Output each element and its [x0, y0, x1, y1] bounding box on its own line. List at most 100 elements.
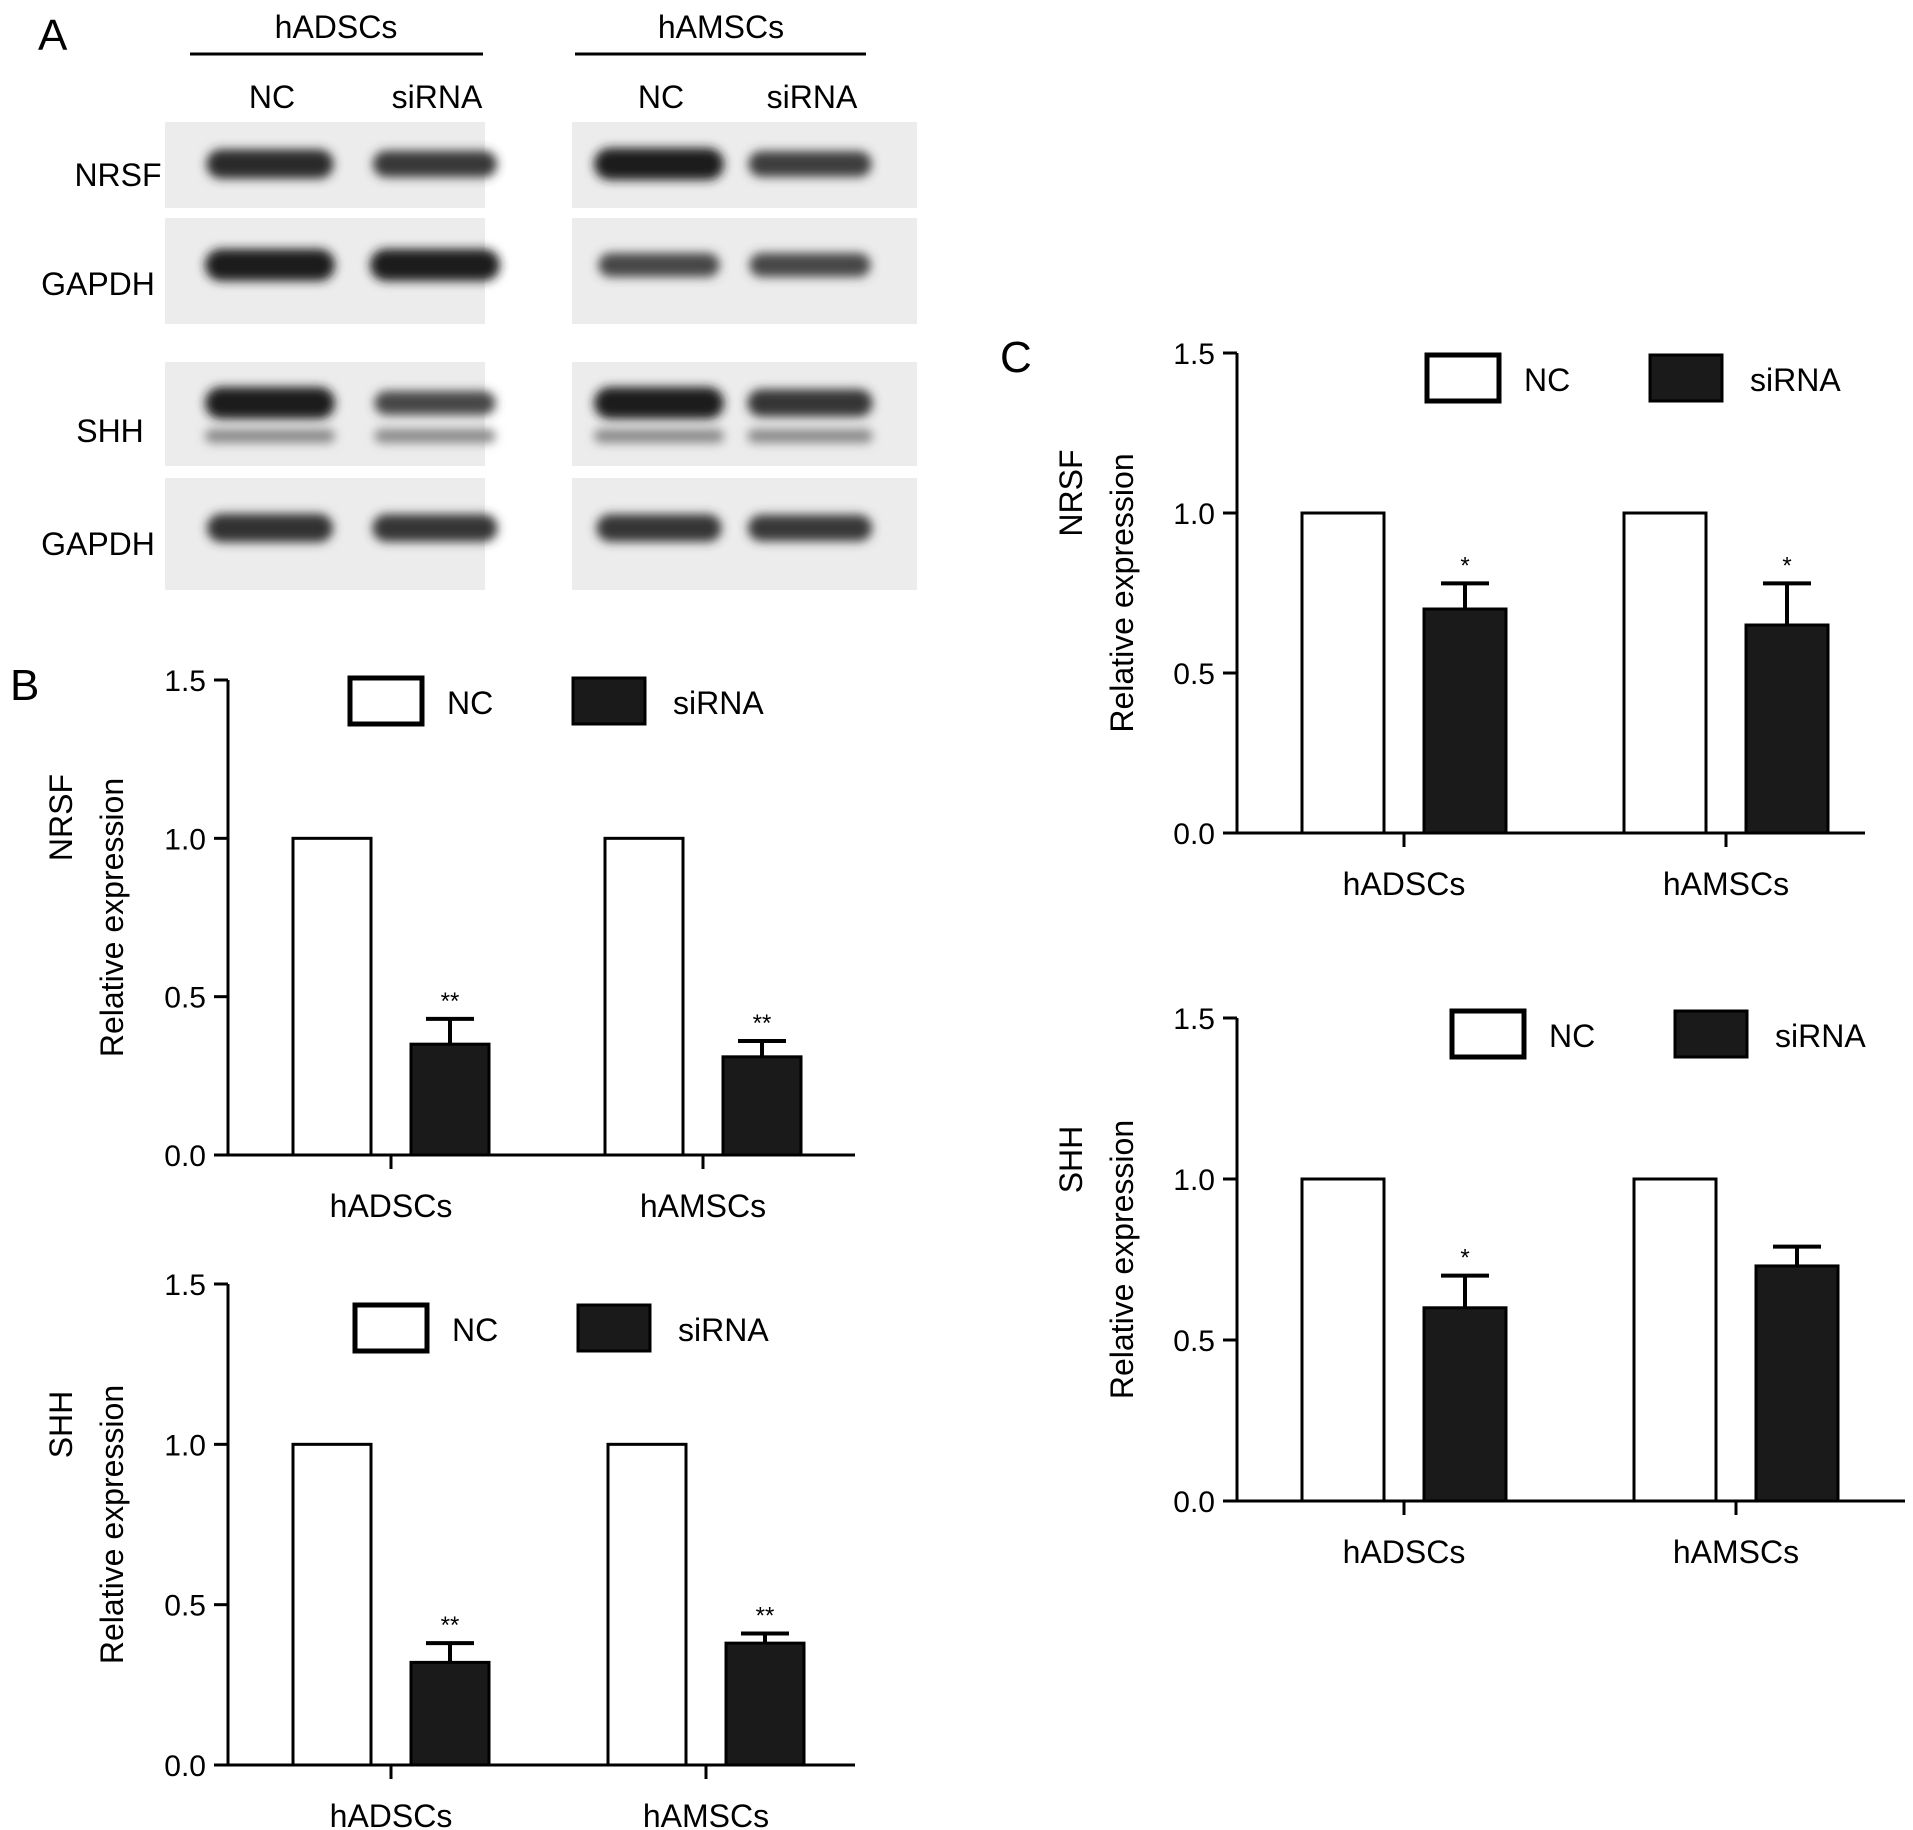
legend-label-nc: NC — [452, 1312, 498, 1348]
blot-band — [596, 514, 722, 542]
x-tick-label: hAMSCs — [1673, 1534, 1799, 1570]
y-tick-label: 1.0 — [1173, 498, 1215, 531]
blot-lane-label: siRNA — [767, 79, 858, 115]
significance-mark: ** — [441, 988, 460, 1015]
blot-row-label: GAPDH — [41, 266, 155, 302]
bar-sirna — [1422, 1306, 1508, 1503]
legend-swatch-nc — [1449, 1008, 1527, 1060]
x-tick-label: hADSCs — [1343, 1534, 1466, 1570]
legend-label-nc: NC — [1524, 362, 1570, 398]
blot-band — [749, 253, 871, 277]
chart-row-label: NRSF — [43, 774, 79, 861]
significance-mark: * — [1460, 1245, 1469, 1272]
significance-mark: * — [1460, 552, 1469, 579]
blot-lane-label: NC — [249, 79, 295, 115]
legend-swatch-sirna — [571, 676, 647, 726]
x-tick-label: hAMSCs — [640, 1188, 766, 1224]
blot-band — [205, 387, 335, 419]
y-tick-label: 0.5 — [164, 982, 206, 1015]
y-tick-label: 0.0 — [164, 1140, 206, 1173]
blot-band — [372, 514, 498, 542]
blot-lane-label: siRNA — [392, 79, 483, 115]
bar-chart-panels: B 0.0 0.5 1.0 1.5 Relative expression NRSF hADS… — [10, 333, 1905, 1830]
y-tick-label: 1.0 — [164, 1429, 206, 1462]
y-tick-label: 1.0 — [1173, 1164, 1215, 1197]
y-axis-label: Relative expression — [94, 778, 130, 1057]
blot-band — [205, 429, 335, 443]
y-tick-label: 0.5 — [1173, 1325, 1215, 1358]
chart-row-label: SHH — [1053, 1126, 1089, 1194]
blot-band — [206, 149, 334, 179]
blot-group-title: hADSCs — [275, 9, 398, 45]
y-tick-label: 1.5 — [1173, 338, 1215, 371]
blot-group-title: hAMSCs — [658, 9, 784, 45]
blot-band — [598, 253, 720, 277]
panel-label: B — [10, 661, 39, 710]
chart-4: 0.0 0.5 1.0 1.5 Relative expression SHH hADSCs… — [1053, 1003, 1905, 1570]
chart-row-label: NRSF — [1053, 449, 1089, 536]
significance-mark: ** — [756, 1603, 775, 1630]
blot-band — [747, 429, 873, 443]
bar-sirna — [721, 1055, 803, 1157]
bar-nc — [291, 1442, 373, 1767]
bar-nc — [1632, 1177, 1718, 1503]
blot-band — [594, 429, 724, 443]
chart-2: 0.0 0.5 1.0 1.5 Relative expression SHH hADSCs… — [43, 1269, 855, 1830]
legend-label-sirna: siRNA — [1750, 362, 1841, 398]
bar-nc — [1300, 1177, 1386, 1503]
significance-mark: ** — [753, 1010, 772, 1037]
blot-lane-label: NC — [638, 79, 684, 115]
blot-band — [370, 249, 500, 281]
blot-band — [374, 391, 496, 415]
blot-band — [594, 387, 724, 419]
blot-band — [205, 249, 335, 281]
y-tick-label: 1.0 — [164, 823, 206, 856]
y-tick-label: 0.0 — [1173, 1486, 1215, 1519]
chart-1: B 0.0 0.5 1.0 1.5 Relative expression NRSF hADS… — [10, 661, 855, 1224]
blot-band — [206, 513, 334, 543]
panel-label: C — [1000, 333, 1032, 382]
y-axis-label: Relative expression — [94, 1385, 130, 1664]
blot-band — [594, 148, 724, 180]
bar-nc — [291, 836, 373, 1157]
x-tick-label: hADSCs — [330, 1188, 453, 1224]
panel-label-a: A — [38, 11, 68, 60]
legend-swatch-sirna — [1673, 1009, 1749, 1059]
y-tick-label: 1.5 — [1173, 1003, 1215, 1036]
y-axis-label: Relative expression — [1104, 1120, 1140, 1399]
legend-label-sirna: siRNA — [1775, 1018, 1866, 1054]
bar-nc — [1300, 511, 1386, 835]
y-tick-label: 0.0 — [1173, 818, 1215, 851]
y-tick-label: 0.5 — [1173, 658, 1215, 691]
legend-swatch-nc — [1424, 352, 1502, 404]
y-tick-label: 1.5 — [164, 665, 206, 698]
bar-sirna — [409, 1042, 491, 1157]
bar-sirna — [724, 1641, 806, 1767]
legend-label-sirna: siRNA — [678, 1312, 769, 1348]
y-axis-label: Relative expression — [1104, 453, 1140, 732]
bar-sirna — [409, 1660, 491, 1767]
chart-row-label: SHH — [43, 1391, 79, 1459]
blot-row-label: GAPDH — [41, 526, 155, 562]
x-tick-label: hAMSCs — [1663, 866, 1789, 902]
legend-label-nc: NC — [1549, 1018, 1595, 1054]
significance-mark: ** — [441, 1612, 460, 1639]
bar-sirna — [1754, 1264, 1840, 1503]
blot-band — [374, 429, 496, 443]
x-tick-label: hAMSCs — [643, 1798, 769, 1830]
blot-band — [747, 514, 873, 542]
blot-band — [748, 151, 872, 177]
significance-mark: * — [1782, 552, 1791, 579]
legend-swatch-sirna — [1648, 353, 1724, 403]
x-tick-label: hADSCs — [330, 1798, 453, 1830]
bar-nc — [603, 836, 685, 1157]
x-tick-label: hADSCs — [1343, 866, 1466, 902]
y-tick-label: 0.5 — [164, 1590, 206, 1623]
y-tick-label: 1.5 — [164, 1269, 206, 1302]
bar-sirna — [1422, 607, 1508, 835]
blot-band — [372, 150, 498, 178]
legend-swatch-sirna — [576, 1303, 652, 1353]
bar-sirna — [1744, 623, 1830, 835]
legend-swatch-nc — [347, 675, 425, 727]
